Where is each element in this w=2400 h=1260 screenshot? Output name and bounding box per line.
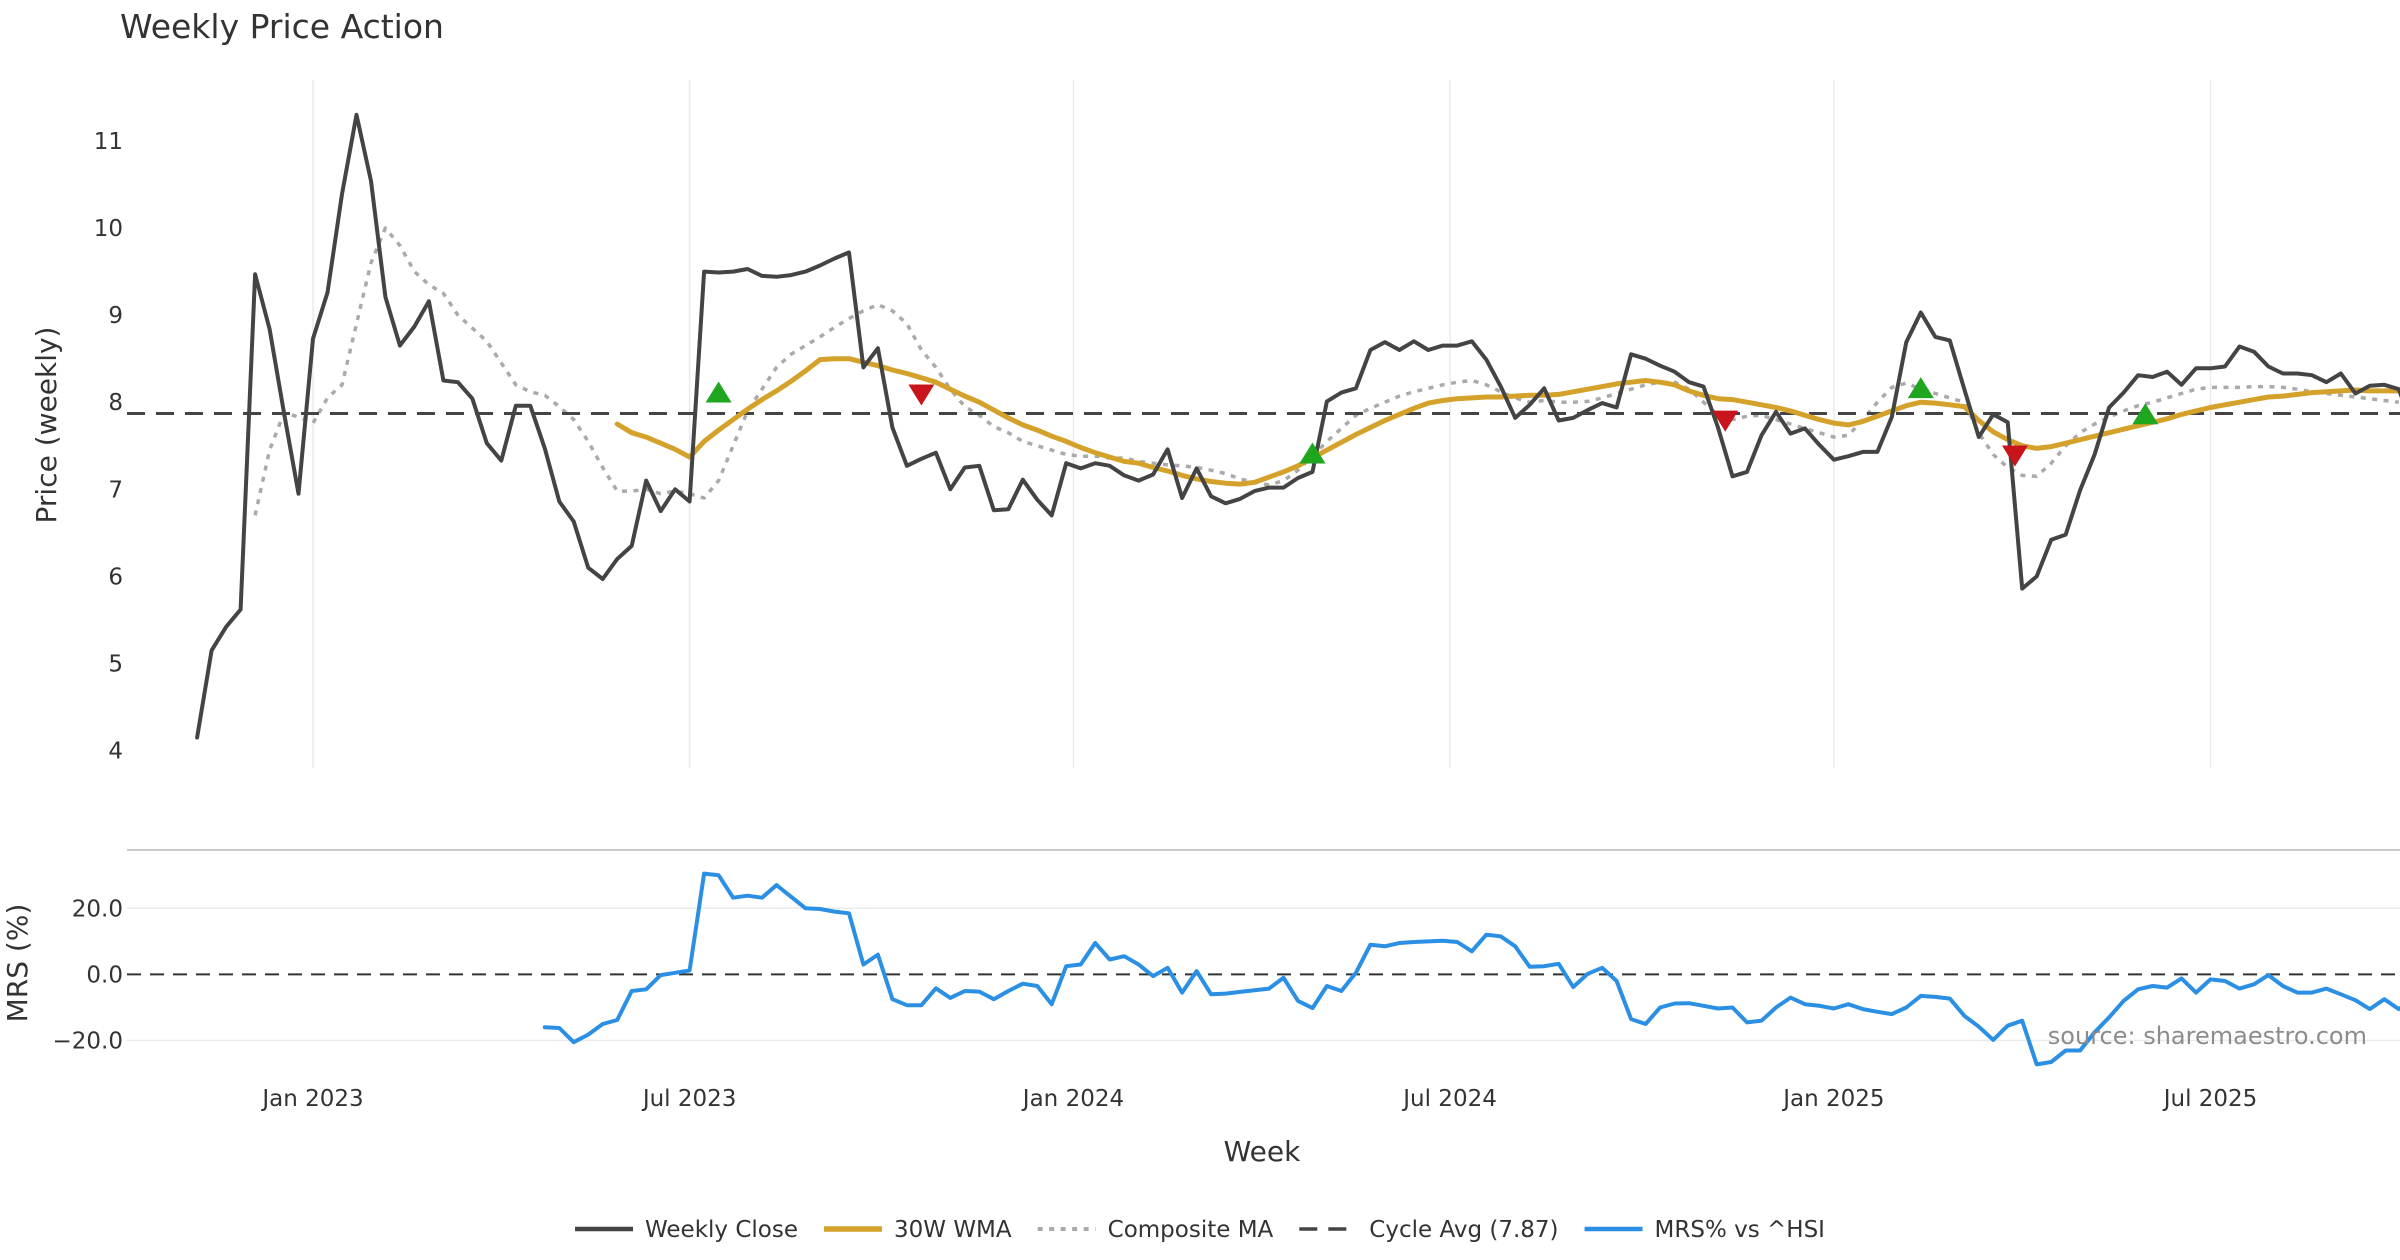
mrs-y-axis-label: MRS (%) — [1, 904, 34, 1023]
series-mrs-vs-hsi — [542, 871, 2400, 1067]
mrs-panel-series — [542, 871, 2400, 1067]
legend-item-mrs-vs-hsi: MRS% vs ^HSI — [1584, 1217, 1825, 1243]
x-tick-label: Jan 2023 — [260, 1086, 363, 1112]
legend-item-30w-wma: 30W WMA — [824, 1217, 1012, 1243]
mrs-y-axis-ticks: −20.0 0.0 20.0 — [53, 896, 123, 1054]
x-axis-label: Week — [1224, 1135, 1301, 1168]
legend-item-cycle-avg-7-87: Cycle Avg (7.87) — [1299, 1217, 1559, 1243]
legend-label: Cycle Avg (7.87) — [1369, 1217, 1558, 1243]
buy-signal-marker — [1907, 377, 1934, 399]
legend-item-composite-ma: Composite MA — [1037, 1217, 1274, 1243]
x-tick-label: Jan 2024 — [1021, 1086, 1124, 1112]
legend-item-weekly-close: Weekly Close — [575, 1217, 798, 1243]
legend-label: Composite MA — [1108, 1217, 1274, 1243]
price-y-tick-label: 4 — [108, 739, 123, 765]
buy-signal-marker — [1299, 442, 1326, 464]
legend-label: 30W WMA — [894, 1217, 1012, 1243]
mrs-y-tick-label: 20.0 — [72, 896, 123, 922]
sell-signal-marker — [908, 384, 935, 406]
chart-title: Weekly Price Action — [120, 7, 444, 46]
price-y-axis-ticks: 4 5 6 7 8 9 10 11 — [94, 129, 123, 765]
sell-signal-marker — [2001, 445, 2028, 467]
legend-label: MRS% vs ^HSI — [1655, 1217, 1825, 1243]
mrs-panel-grid — [127, 907, 2400, 1042]
legend: Weekly Close 30W WMA Composite MA Cycle Avg… — [575, 1217, 1825, 1243]
price-y-tick-label: 10 — [94, 216, 123, 242]
legend-label: Weekly Close — [645, 1217, 798, 1243]
series-weekly-close — [195, 112, 2400, 740]
sell-signal-marker — [1712, 410, 1739, 432]
price-y-axis-label: Price (weekly) — [30, 327, 63, 524]
x-tick-label: Jul 2023 — [641, 1086, 737, 1112]
series-composite-ma — [253, 226, 2400, 516]
x-tick-label: Jul 2024 — [1401, 1086, 1497, 1112]
price-y-tick-label: 7 — [108, 477, 123, 503]
x-tick-label: Jul 2025 — [2162, 1086, 2258, 1112]
price-y-tick-label: 6 — [108, 564, 123, 590]
price-y-tick-label: 8 — [108, 390, 123, 416]
series-30w-wma — [614, 356, 2400, 487]
price-panel-grid — [312, 80, 2212, 768]
buy-signal-marker — [705, 381, 732, 403]
price-panel-series — [127, 112, 2400, 740]
source-note: source: sharemaestro.com — [2048, 1022, 2367, 1050]
signal-markers — [705, 377, 2159, 467]
buy-signal-marker — [2132, 403, 2159, 425]
price-y-tick-label: 5 — [108, 651, 123, 677]
x-axis-ticks: Jan 2023 Jul 2023 Jan 2024 Jul 2024 Jan 2025… — [260, 1086, 2257, 1112]
x-tick-label: Jan 2025 — [1781, 1086, 1884, 1112]
mrs-y-tick-label: −20.0 — [53, 1029, 123, 1055]
mrs-y-tick-label: 0.0 — [86, 962, 123, 988]
price-y-tick-label: 9 — [108, 303, 123, 329]
price-y-tick-label: 11 — [94, 129, 123, 155]
